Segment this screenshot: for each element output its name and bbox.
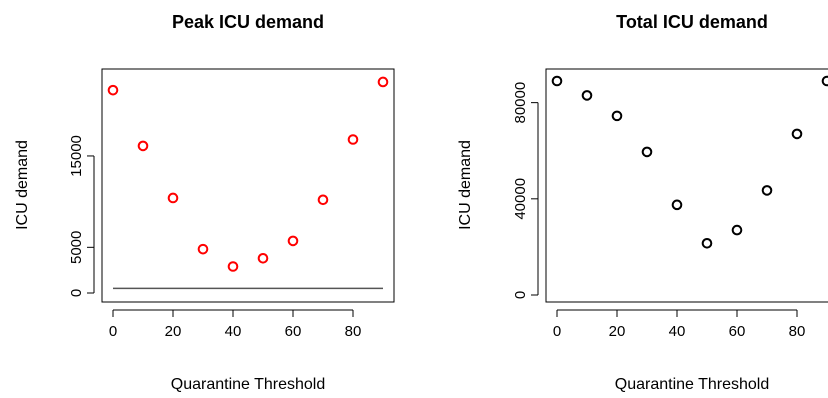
data-point [347,134,359,145]
y-tick-label: 15000 [68,135,85,177]
x-tick-label: 20 [609,323,626,340]
x-tick-label: 0 [109,323,117,340]
data-point [167,192,179,204]
plot-frame [101,68,395,303]
data-point [257,252,269,264]
data-point [227,261,239,272]
data-point [821,75,828,87]
chart-title: Total ICU demand [616,12,768,32]
data-point [671,199,683,211]
data-point [197,243,209,255]
x-tick-label: 60 [729,323,746,340]
y-tick-label: 80000 [512,82,529,124]
x-tick-label: 0 [553,323,561,340]
x-tick-label: 20 [165,323,182,340]
y-axis-label: ICU demand [14,140,31,230]
data-point [581,90,593,101]
x-tick-label: 60 [285,323,302,340]
y-tick-label: 0 [68,289,85,297]
data-point [137,140,149,152]
x-tick-label: 40 [225,323,242,340]
data-point [551,75,563,87]
peak-icu-chart: Peak ICU demand Quarantine Threshold ICU… [14,12,395,393]
data-point [611,110,623,122]
data-point [377,76,389,88]
x-tick-label: 80 [345,323,362,340]
data-point [761,185,773,196]
x-tick-label: 80 [789,323,806,340]
y-axis-label: ICU demand [457,140,474,230]
data-point [317,194,329,206]
chart-title: Peak ICU demand [172,12,324,32]
plot-frame [545,68,828,303]
x-tick-label: 40 [669,323,686,340]
y-tick-label: 5000 [68,231,85,264]
x-axis-label: Quarantine Threshold [171,376,325,393]
data-point [107,84,119,96]
x-axis-label: Quarantine Threshold [615,376,769,393]
y-tick-label: 0 [512,291,529,299]
data-point [701,238,713,249]
data-point [641,146,653,158]
data-point [287,235,299,247]
total-icu-chart: Total ICU demand Quarantine Threshold IC… [457,12,828,393]
y-tick-label: 40000 [512,178,529,220]
data-point [791,128,803,140]
data-point [731,224,743,236]
